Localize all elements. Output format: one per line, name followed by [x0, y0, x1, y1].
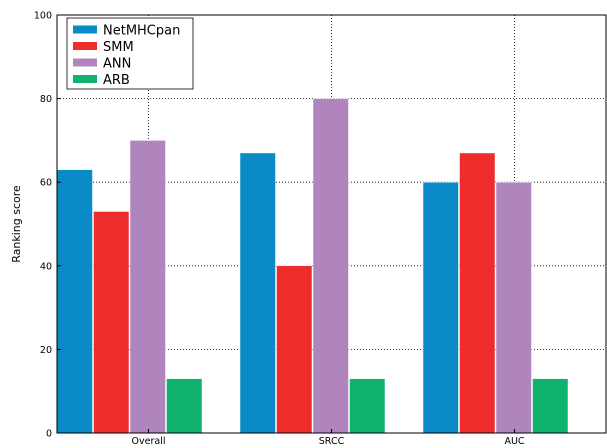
y-tick-label: 40	[40, 261, 52, 272]
legend-swatch-ann	[73, 58, 97, 67]
x-tick-label: SRCC	[319, 436, 345, 447]
bar-netmhcpan-srcc	[239, 152, 276, 434]
bar-ann-auc	[495, 181, 532, 434]
legend-swatch-arb	[73, 75, 97, 83]
legend-label-smm: SMM	[103, 40, 134, 55]
axis-ticks: 0 20 40 60 80 100 Overall SRCC AUC	[34, 11, 525, 448]
y-tick-label: 20	[40, 345, 52, 356]
bar-ann-overall	[129, 140, 166, 434]
y-tick-label: 100	[34, 11, 52, 22]
legend-swatch-netmhcpan	[73, 25, 97, 34]
bars	[56, 98, 569, 434]
y-tick-label: 60	[40, 178, 52, 189]
bar-arb-auc	[532, 378, 569, 434]
bar-smm-overall	[93, 211, 130, 434]
y-axis-label: Ranking score	[10, 185, 23, 263]
x-tick-label: AUC	[504, 436, 524, 447]
y-tick-label: 80	[40, 94, 52, 105]
bar-netmhcpan-overall	[56, 169, 93, 434]
legend-swatch-smm	[73, 42, 97, 50]
legend-label-netmhcpan: NetMHCpan	[103, 24, 180, 39]
legend-label-arb: ARB	[103, 73, 130, 88]
bar-ann-srcc	[312, 98, 349, 434]
y-tick-label: 0	[46, 429, 52, 440]
bar-arb-srcc	[349, 378, 386, 434]
bar-smm-srcc	[276, 265, 313, 434]
legend-label-ann: ANN	[103, 57, 131, 72]
x-tick-label: Overall	[132, 436, 166, 447]
bar-smm-auc	[459, 152, 496, 434]
bar-netmhcpan-auc	[422, 181, 459, 434]
bar-arb-overall	[166, 378, 203, 434]
